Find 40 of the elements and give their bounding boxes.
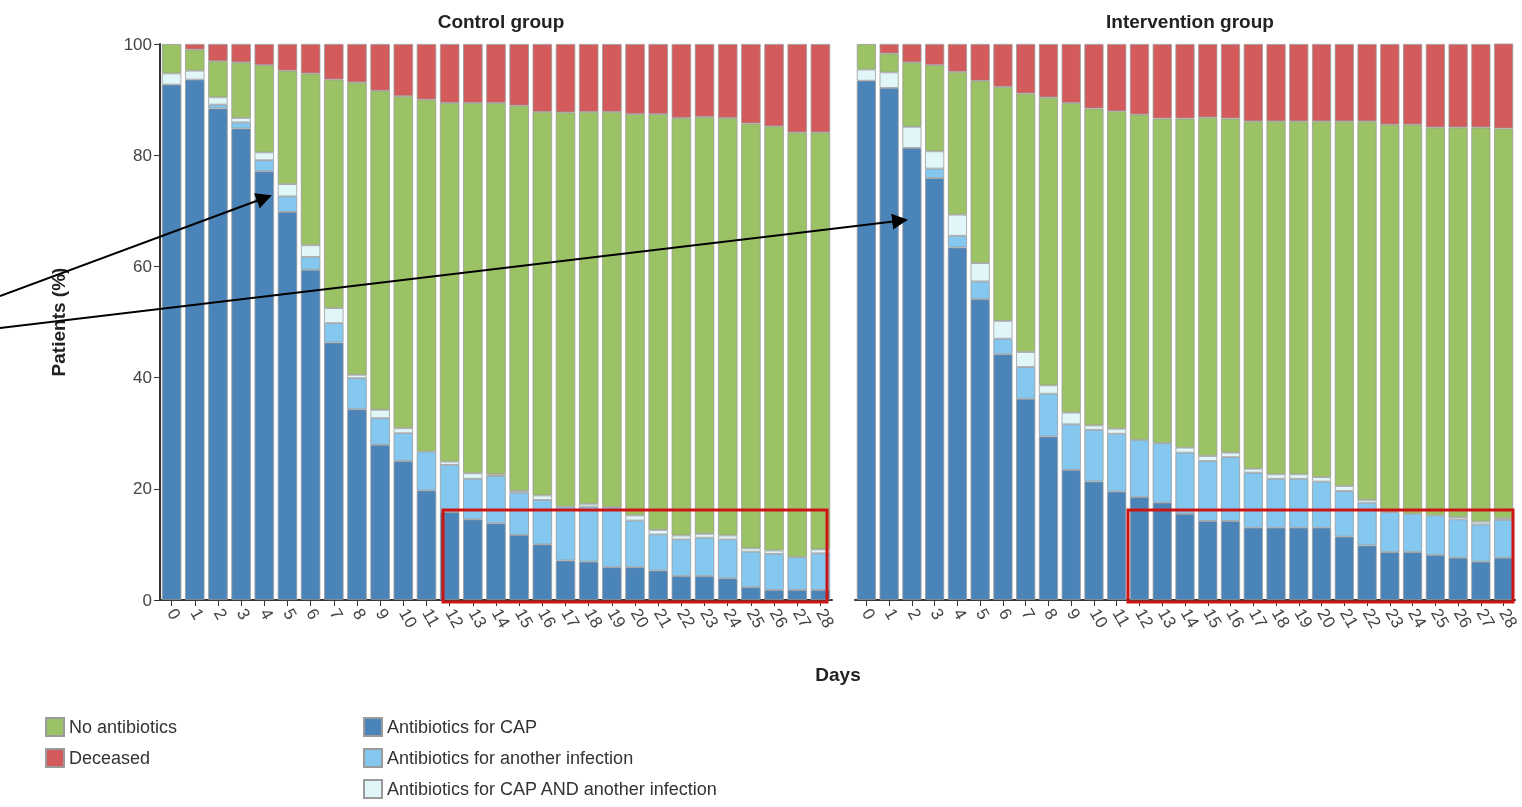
y-tick-label: 0 [142,590,152,610]
x-tick-label: 11 [418,605,444,631]
y-tick-label: 20 [133,479,152,499]
legend-label: Antibiotics for CAP [387,717,538,737]
y-axis-title: Patients (%) [48,267,69,377]
x-tick-label: 9 [1062,605,1085,623]
x-tick-label: 1 [880,605,903,623]
x-tick-label: 6 [302,605,324,623]
x-tick-label: 27 [789,605,815,632]
chart-title: Intervention group [1106,11,1274,32]
x-tick-label: 7 [1017,605,1039,623]
y-tick-label: 100 [123,34,152,54]
x-axis-title: Days [815,664,861,686]
x-tick-label: 4 [949,605,971,623]
x-tick-label: 9 [371,605,394,623]
y-tick-label: 40 [133,368,152,388]
x-tick-label: 2 [903,605,925,623]
x-tick-label: 4 [256,605,278,623]
x-tick-label: 0 [163,605,185,623]
x-tick-label: 8 [348,605,370,623]
x-tick-label: 2 [209,605,231,623]
y-tick-label: 60 [133,256,152,276]
x-tick-label: 7 [325,605,347,623]
x-tick-label: 3 [926,605,948,623]
x-tick-label: 5 [971,605,994,623]
x-tick-label: 3 [232,605,255,623]
legend-label: Antibiotics for another infection [387,748,634,768]
x-tick-label: 5 [279,605,301,623]
legend-label: Deceased [69,748,151,768]
bar [208,108,228,600]
legend-label: No antibiotics [69,717,178,737]
x-tick-label: 28 [812,605,839,632]
x-tick-label: 8 [1040,605,1062,623]
chart-title: Control group [437,11,565,32]
legend-label: Antibiotics for CAP AND another infection [387,779,717,799]
x-tick-label: 0 [858,605,880,623]
x-tick-label: 1 [186,605,208,623]
x-tick-label: 10 [395,605,421,632]
y-tick-label: 80 [133,145,152,165]
x-tick-label: 6 [994,605,1016,623]
